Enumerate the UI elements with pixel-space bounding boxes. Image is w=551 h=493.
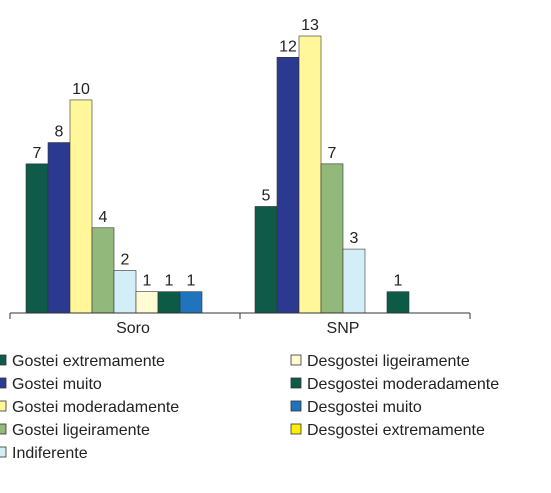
- legend-swatch: [290, 377, 302, 389]
- bar: [276, 57, 300, 314]
- legend-swatch: [0, 446, 7, 458]
- value-label: 7: [328, 145, 337, 162]
- legend-label: Desgostei moderadamente: [307, 376, 499, 393]
- legend-swatch: [290, 400, 302, 412]
- bar: [298, 35, 322, 314]
- bar: [179, 291, 203, 314]
- value-label: 1: [394, 273, 403, 290]
- legend-swatch: [0, 423, 7, 435]
- value-label: 8: [55, 124, 64, 141]
- bar: [254, 206, 278, 314]
- legend-swatch: [0, 377, 7, 389]
- legend-label: Indiferente: [12, 445, 88, 462]
- bar: [135, 291, 159, 314]
- bar: [386, 291, 410, 314]
- bar: [342, 248, 366, 314]
- legend-label: Gostei muito: [12, 376, 102, 393]
- x-tick-label: Soro: [116, 320, 150, 337]
- legend-swatch: [290, 354, 302, 366]
- legend-label: Desgostei ligeiramente: [307, 353, 470, 370]
- legend-label: Desgostei muito: [307, 399, 422, 416]
- value-label: 1: [187, 273, 196, 290]
- bar: [91, 227, 115, 314]
- bar: [113, 270, 137, 314]
- value-label: 7: [33, 145, 42, 162]
- legend-swatch: [0, 400, 7, 412]
- value-label: 12: [279, 38, 297, 55]
- value-label: 1: [165, 273, 174, 290]
- value-label: 2: [121, 251, 130, 268]
- bar: [25, 163, 49, 314]
- legend-swatch: [0, 354, 7, 366]
- value-label: 5: [262, 187, 271, 204]
- x-tick-label: SNP: [327, 320, 360, 337]
- bar: [320, 163, 344, 314]
- bar: [157, 291, 181, 314]
- value-label: 10: [72, 81, 90, 98]
- value-label: 3: [350, 230, 359, 247]
- value-label: 13: [301, 17, 319, 34]
- legend-label: Gostei ligeiramente: [12, 422, 150, 439]
- value-label: 1: [143, 273, 152, 290]
- bar: [69, 99, 93, 314]
- legend-label: Gostei moderadamente: [12, 399, 179, 416]
- value-label: 4: [99, 209, 108, 226]
- legend-label: Desgostei extremamente: [307, 422, 485, 439]
- legend-swatch: [290, 423, 302, 435]
- bar: [47, 142, 71, 314]
- legend-label: Gostei extremamente: [12, 353, 165, 370]
